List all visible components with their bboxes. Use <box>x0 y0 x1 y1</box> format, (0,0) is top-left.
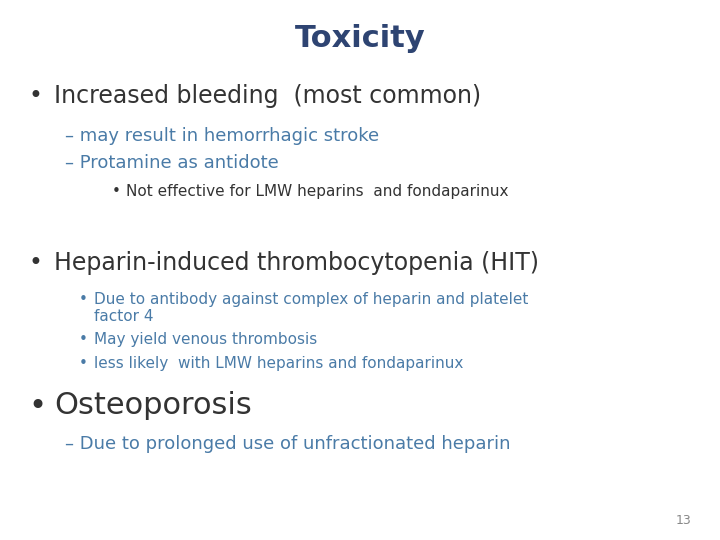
Text: Due to antibody against complex of heparin and platelet
factor 4: Due to antibody against complex of hepar… <box>94 292 528 324</box>
Text: Not effective for LMW heparins  and fondaparinux: Not effective for LMW heparins and fonda… <box>126 184 508 199</box>
Text: 13: 13 <box>675 514 691 526</box>
Text: Toxicity: Toxicity <box>294 24 426 53</box>
Text: Increased bleeding  (most common): Increased bleeding (most common) <box>54 84 481 107</box>
Text: May yield venous thrombosis: May yield venous thrombosis <box>94 332 317 347</box>
Text: less likely  with LMW heparins and fondaparinux: less likely with LMW heparins and fondap… <box>94 356 463 372</box>
Text: •: • <box>79 332 88 347</box>
Text: – Due to prolonged use of unfractionated heparin: – Due to prolonged use of unfractionated… <box>65 435 510 453</box>
Text: Osteoporosis: Osteoporosis <box>54 392 252 421</box>
Text: •: • <box>112 184 120 199</box>
Text: •: • <box>29 251 42 275</box>
Text: – may result in hemorrhagic stroke: – may result in hemorrhagic stroke <box>65 127 379 145</box>
Text: •: • <box>79 356 88 372</box>
Text: •: • <box>29 392 47 421</box>
Text: Heparin-induced thrombocytopenia (HIT): Heparin-induced thrombocytopenia (HIT) <box>54 251 539 275</box>
Text: •: • <box>79 292 88 307</box>
Text: – Protamine as antidote: – Protamine as antidote <box>65 154 279 172</box>
Text: •: • <box>29 84 42 107</box>
